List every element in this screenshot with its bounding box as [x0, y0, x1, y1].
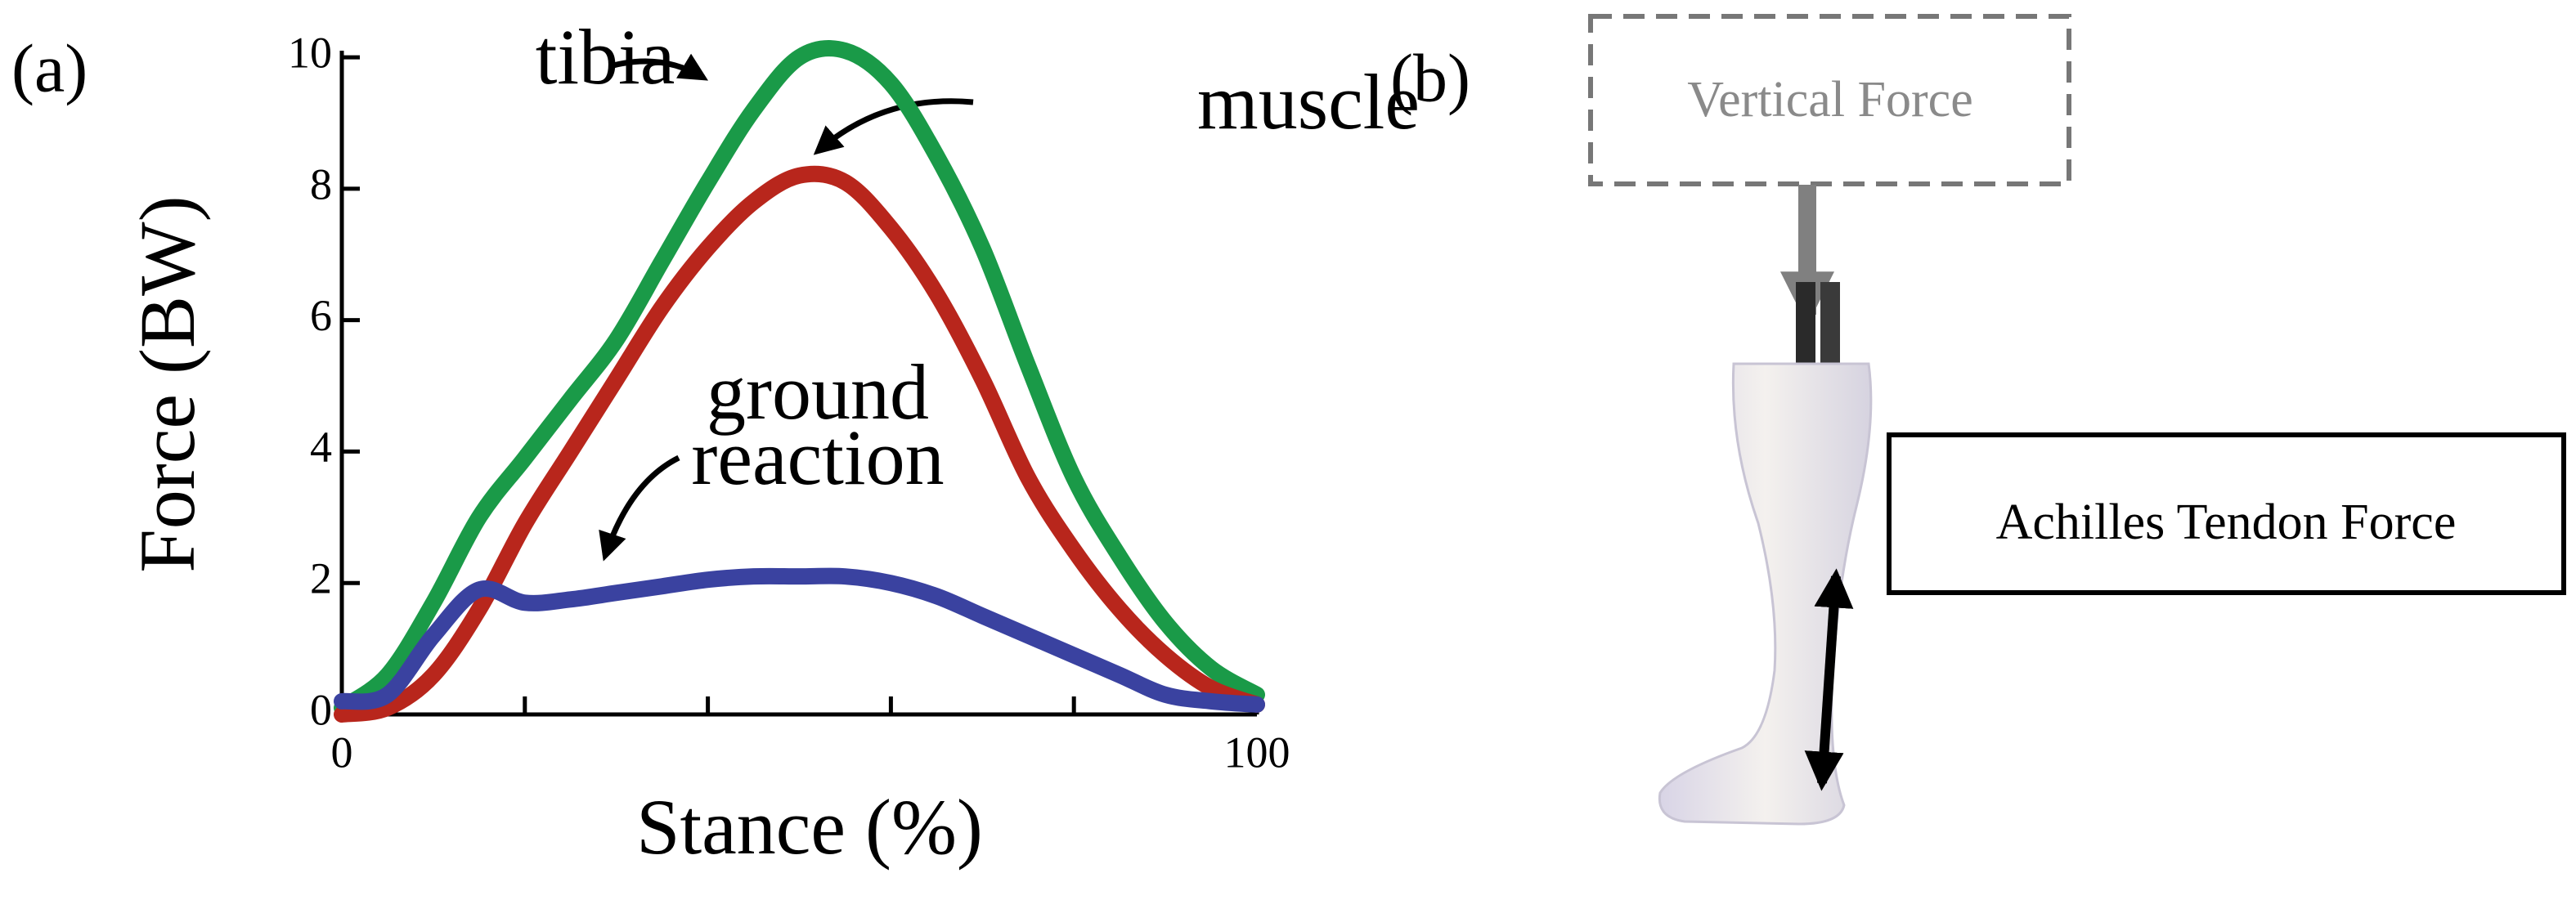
y-tick-label: 2: [310, 554, 332, 603]
box-label: Achilles Tendon Force: [1996, 495, 2457, 550]
dashed-box: [1588, 14, 2071, 186]
series-line: [334, 165, 1265, 723]
panel-label: (b): [1390, 40, 1470, 116]
series-label: muscle: [1197, 58, 1420, 146]
y-tick-label: 0: [310, 685, 332, 734]
box-label: Vertical Force: [1687, 72, 1972, 128]
series-line: [334, 40, 1265, 716]
connector: [1820, 282, 1840, 364]
panel-label: (a): [11, 30, 88, 106]
series-label: tibia: [535, 13, 675, 101]
tendon-arrow: [1804, 568, 1854, 791]
annotation-arrow: [613, 53, 709, 81]
connector: [1796, 282, 1815, 364]
annotation-arrow: [813, 98, 974, 155]
x-tick-label: 100: [1224, 728, 1290, 777]
x-axis-label: Stance (%): [636, 783, 983, 871]
annotation-arrow: [599, 454, 680, 562]
y-tick-label: 10: [288, 28, 332, 77]
y-tick-label: 6: [310, 291, 332, 340]
y-tick-label: 8: [310, 159, 332, 208]
label-box: [1887, 432, 2566, 595]
y-tick-label: 4: [310, 423, 332, 472]
x-tick-label: 0: [331, 728, 353, 777]
series-line: [334, 567, 1265, 713]
y-axis-label: Force (BW): [123, 195, 211, 572]
series-label: ground reaction: [691, 348, 945, 501]
